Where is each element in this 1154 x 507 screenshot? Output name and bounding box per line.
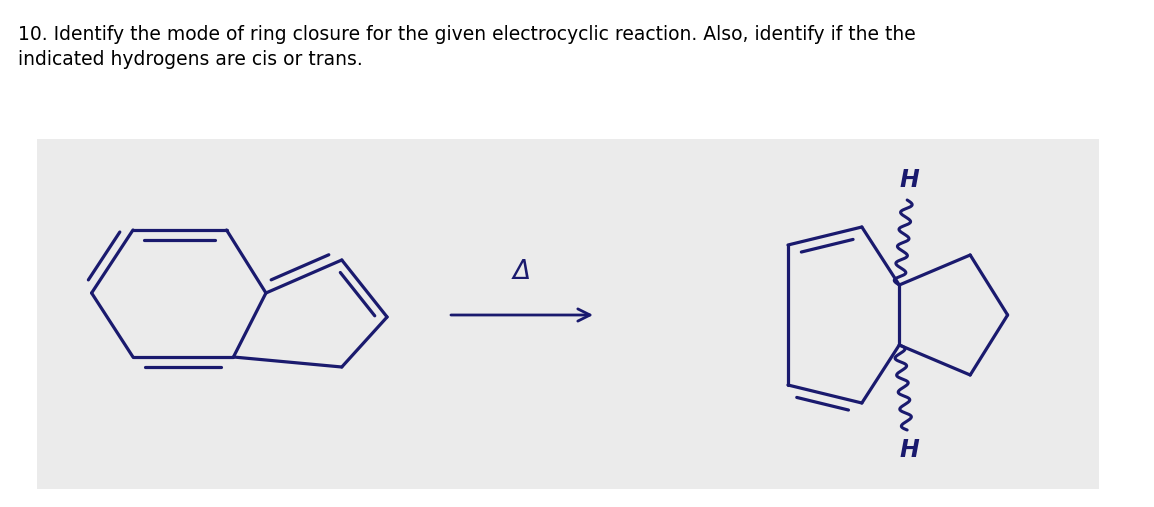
Text: Δ: Δ	[514, 259, 531, 285]
Text: 10. Identify the mode of ring closure for the given electrocyclic reaction. Also: 10. Identify the mode of ring closure fo…	[17, 25, 915, 69]
Text: H: H	[899, 168, 919, 192]
FancyBboxPatch shape	[37, 139, 1100, 489]
Text: H: H	[899, 438, 919, 462]
